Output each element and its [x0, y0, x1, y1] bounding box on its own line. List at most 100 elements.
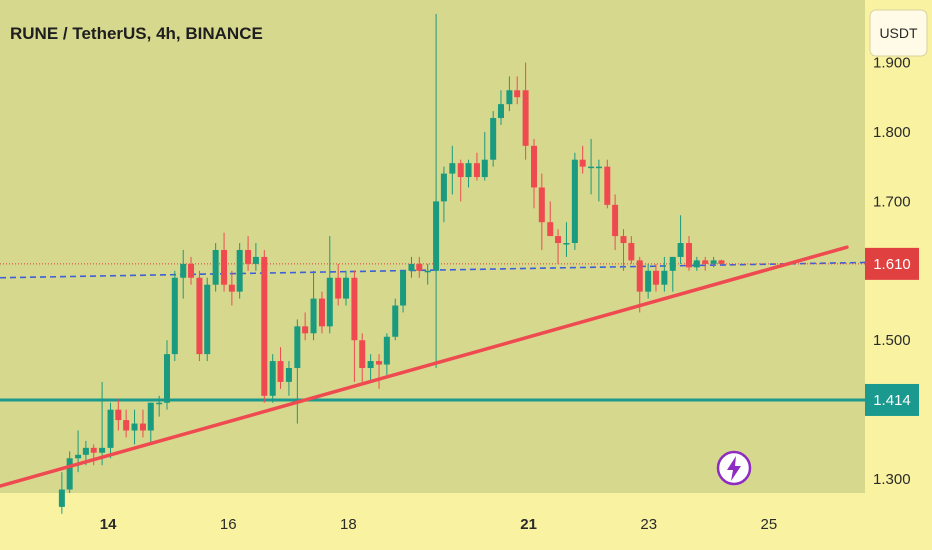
candle[interactable]	[335, 263, 342, 306]
candle[interactable]	[457, 159, 464, 202]
candle[interactable]	[424, 263, 431, 285]
candle[interactable]	[383, 333, 390, 375]
candle[interactable]	[595, 159, 602, 202]
candle[interactable]	[547, 201, 554, 237]
currency-button[interactable]: USDT	[869, 9, 928, 57]
candle[interactable]	[236, 243, 243, 299]
candle[interactable]	[367, 354, 374, 382]
candle[interactable]	[115, 399, 122, 431]
candle[interactable]	[571, 152, 578, 250]
candle[interactable]	[702, 256, 709, 271]
candle[interactable]	[620, 229, 627, 271]
candle[interactable]	[163, 340, 170, 410]
candle[interactable]	[294, 319, 301, 424]
candle-body	[261, 256, 268, 396]
candle[interactable]	[652, 263, 659, 292]
candle[interactable]	[490, 111, 497, 167]
candle[interactable]	[555, 229, 562, 264]
time-axis[interactable]	[0, 493, 865, 550]
candle[interactable]	[310, 270, 317, 341]
candle[interactable]	[221, 232, 228, 292]
candle[interactable]	[579, 145, 586, 174]
candle[interactable]	[514, 76, 521, 105]
support-price-tag-label: 1.414	[873, 392, 911, 409]
candle[interactable]	[204, 277, 211, 362]
candle[interactable]	[376, 354, 383, 389]
candle-body	[277, 361, 284, 382]
candle[interactable]	[588, 138, 595, 195]
candle[interactable]	[90, 444, 97, 466]
candle[interactable]	[359, 333, 366, 382]
candle[interactable]	[188, 256, 195, 285]
candle-body	[236, 249, 243, 292]
candle[interactable]	[449, 145, 456, 195]
candle[interactable]	[318, 291, 325, 334]
candle[interactable]	[343, 270, 349, 306]
candle[interactable]	[481, 131, 488, 181]
candle-body	[139, 423, 146, 431]
candle[interactable]	[107, 402, 114, 459]
candle[interactable]	[351, 270, 358, 382]
candle-body	[718, 260, 725, 264]
candle[interactable]	[531, 138, 538, 209]
candle[interactable]	[139, 409, 146, 438]
candle[interactable]	[277, 347, 284, 389]
candle[interactable]	[228, 270, 235, 306]
candle[interactable]	[196, 270, 203, 362]
candle[interactable]	[99, 381, 106, 466]
candle[interactable]	[147, 402, 154, 445]
candle[interactable]	[408, 256, 415, 278]
candle[interactable]	[645, 263, 652, 299]
candle[interactable]	[326, 236, 333, 334]
price-tick-label: 1.700	[873, 193, 911, 210]
candle[interactable]	[473, 152, 480, 181]
candle[interactable]	[302, 312, 309, 341]
candle[interactable]	[710, 256, 717, 268]
candle[interactable]	[563, 222, 570, 257]
candle[interactable]	[58, 472, 65, 514]
candle[interactable]	[538, 173, 545, 250]
candle-body	[245, 249, 252, 264]
candle[interactable]	[661, 256, 668, 292]
candle[interactable]	[522, 62, 529, 160]
candle[interactable]	[628, 236, 635, 264]
candle[interactable]	[465, 159, 472, 188]
candle[interactable]	[612, 194, 619, 250]
candle[interactable]	[440, 166, 447, 223]
candle-body	[75, 454, 82, 459]
candle-body	[383, 336, 390, 365]
ascending-trendline[interactable]	[0, 245, 849, 488]
candle[interactable]	[636, 256, 643, 313]
candle[interactable]	[123, 409, 130, 438]
candle[interactable]	[261, 249, 268, 403]
candle[interactable]	[685, 236, 692, 271]
candle[interactable]	[171, 270, 178, 362]
candle[interactable]	[604, 159, 611, 209]
dashed-trendline[interactable]	[0, 261, 866, 279]
candle[interactable]	[269, 354, 276, 403]
candle[interactable]	[156, 395, 163, 417]
lightning-icon[interactable]	[716, 450, 752, 486]
candle[interactable]	[285, 361, 292, 396]
candle[interactable]	[497, 90, 504, 125]
candle-body	[433, 201, 440, 271]
candle[interactable]	[392, 298, 399, 341]
candle[interactable]	[416, 256, 423, 278]
candle[interactable]	[506, 76, 513, 112]
candle[interactable]	[245, 236, 252, 271]
candle[interactable]	[400, 270, 407, 313]
candle[interactable]	[66, 451, 73, 493]
candle[interactable]	[252, 243, 259, 271]
candle-body	[652, 270, 659, 285]
candle[interactable]	[693, 256, 700, 271]
candle[interactable]	[433, 13, 440, 369]
candle[interactable]	[131, 409, 138, 445]
candle[interactable]	[180, 249, 187, 299]
plot-area[interactable]	[0, 0, 865, 493]
candle[interactable]	[718, 259, 725, 266]
candle-body	[424, 270, 431, 273]
candle[interactable]	[677, 215, 684, 264]
candle[interactable]	[212, 243, 219, 292]
candle[interactable]	[669, 256, 676, 292]
